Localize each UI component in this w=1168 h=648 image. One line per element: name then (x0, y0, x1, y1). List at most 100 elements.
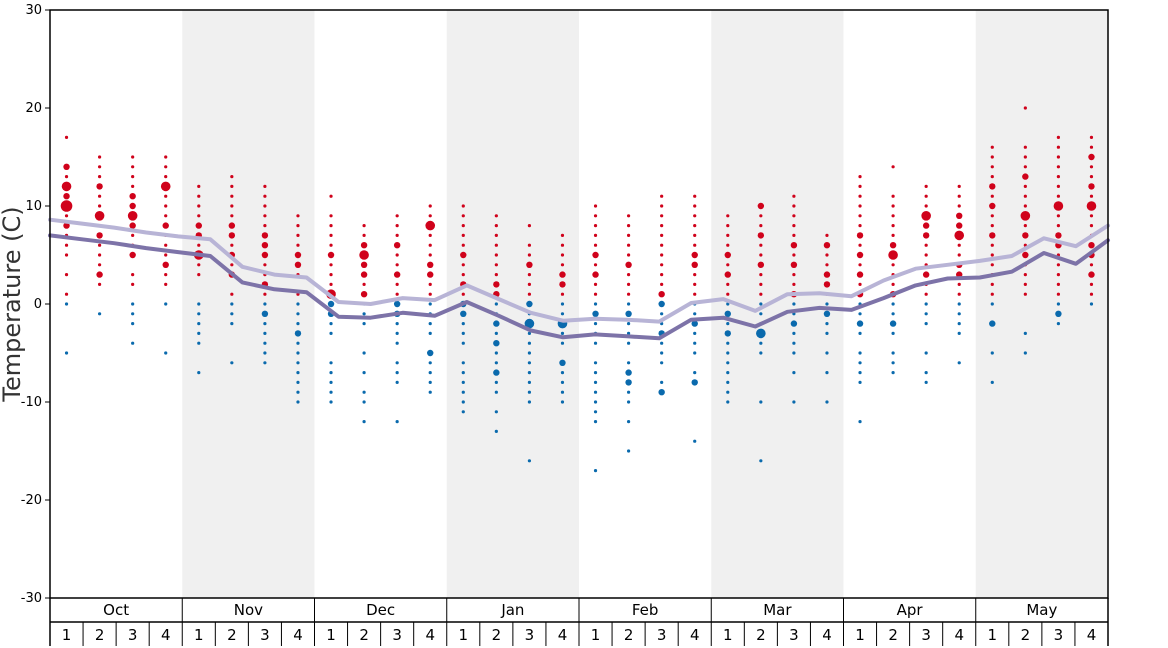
warm-dot-oct-w3-12 (131, 184, 135, 188)
cold-dot-jan-w4--3 (560, 331, 565, 335)
warm-dot-mar-w3-11 (792, 194, 796, 198)
y-tick-label-30: 30 (25, 3, 42, 18)
warm-dot-mar-w4-3 (823, 271, 831, 278)
warm-dot-mar-w4-7 (825, 233, 829, 237)
cold-dot-nov-w2-0 (230, 302, 234, 306)
warm-dot-oct-w1-11 (63, 193, 70, 200)
warm-dot-may-w1-8 (990, 224, 994, 228)
warm-dot-feb-w4-7 (693, 233, 697, 237)
x-axis: Oct 1 2 3 4 Nov 1 2 3 4 Dec 1 2 3 4 Jan 1 2 3 4 Feb 1 2 3 4 Mar 1 2… (49, 598, 1109, 646)
warm-dot-dec-w3-1 (395, 292, 399, 296)
warm-dot-feb-w1-1 (593, 292, 598, 296)
warm-dot-nov-w1-11 (197, 194, 201, 198)
cold-dot-mar-w1--4 (726, 341, 730, 345)
warm-dot-mar-w1-1 (726, 292, 730, 296)
warm-dot-may-w1-7 (989, 232, 996, 239)
warm-dot-mar-w2-5 (759, 253, 763, 257)
warm-dot-jan-w3-5 (527, 253, 532, 257)
warm-dot-mar-w2-2 (759, 282, 763, 286)
warm-dot-feb-w2-8 (626, 224, 631, 228)
warm-dot-may-w2-20 (1023, 106, 1027, 110)
warm-dot-may-w2-12 (1023, 184, 1027, 188)
cold-dot-feb-w2--1 (625, 310, 632, 317)
warm-dot-nov-w1-10 (197, 204, 201, 208)
cold-dot-apr-w2--5 (891, 351, 895, 355)
warm-dot-jan-w4-1 (560, 292, 565, 296)
warm-dot-feb-w1-4 (593, 263, 598, 267)
cold-dot-jan-w2--3 (494, 331, 498, 335)
cold-dot-mar-w1--7 (726, 371, 730, 375)
cold-dot-dec-w3--12 (395, 420, 399, 424)
trend-lines-layer (48, 217, 1110, 341)
cold-dot-feb-w2--2 (626, 322, 631, 326)
warm-dot-may-w3-11 (1056, 194, 1061, 198)
warm-dot-nov-w2-1 (230, 292, 234, 296)
y-axis-label: Temperature (C) (0, 206, 26, 402)
warm-dot-mar-w2-3 (759, 273, 763, 277)
warm-dot-jan-w1-3 (461, 273, 465, 277)
cold-dot-apr-w3--8 (924, 380, 928, 384)
cold-dot-may-w3--1 (1055, 310, 1062, 317)
cold-dot-feb-w2--15 (626, 449, 631, 453)
warm-dot-dec-w1-6 (329, 243, 333, 247)
warm-dot-apr-w2-5 (888, 250, 898, 260)
cold-dot-jan-w4--1 (560, 312, 565, 316)
cold-dot-jan-w1--4 (461, 341, 465, 345)
warm-dot-apr-w1-7 (856, 232, 864, 239)
warm-dot-dec-w1-11 (329, 194, 333, 198)
cold-dot-jan-w1--6 (461, 361, 465, 365)
warm-dot-oct-w4-14 (164, 165, 168, 169)
week-label-mar-4: 4 (822, 626, 832, 644)
warm-dot-nov-w2-12 (230, 184, 234, 188)
cold-dot-nov-w2--2 (230, 322, 234, 326)
cold-dot-feb-w1--8 (593, 380, 598, 384)
warm-dot-oct-w3-15 (131, 155, 135, 159)
warm-dot-may-w2-9 (1020, 211, 1031, 221)
warm-dot-mar-w3-4 (790, 261, 798, 268)
cold-dot-dec-w3--8 (395, 380, 399, 384)
week-label-nov-3: 3 (260, 626, 270, 644)
cold-dot-jan-w3-0 (526, 300, 533, 308)
warm-dot-may-w4-8 (1089, 224, 1094, 228)
warm-dot-nov-w4-4 (294, 261, 302, 268)
cold-dot-jan-w2--13 (494, 429, 498, 433)
cold-dot-feb-w2-0 (626, 302, 631, 306)
warm-dot-mar-w3-7 (792, 233, 796, 237)
cold-dot-apr-w1--2 (856, 320, 864, 327)
cold-dot-mar-w2--1 (759, 312, 763, 316)
warm-dot-may-w4-3 (1088, 271, 1095, 278)
cold-dot-may-w1--2 (989, 320, 996, 327)
warm-dot-may-w1-15 (990, 155, 994, 159)
warm-dot-apr-w3-11 (924, 194, 928, 198)
cold-dot-nov-w4--4 (296, 341, 300, 345)
warm-dot-oct-w1-13 (64, 175, 69, 179)
cold-dot-feb-w4--1 (693, 312, 697, 316)
warm-dot-jan-w1-6 (461, 243, 465, 247)
warm-dot-dec-w3-7 (395, 233, 399, 237)
cold-dot-dec-w4--9 (428, 390, 432, 394)
warm-dot-oct-w2-3 (96, 271, 103, 278)
warm-dot-apr-w3-8 (922, 222, 930, 229)
warm-dot-may-w3-10 (1053, 201, 1064, 211)
warm-dot-dec-w4-10 (428, 204, 432, 208)
warm-dot-nov-w3-4 (263, 263, 267, 267)
warm-dot-may-w2-10 (1023, 204, 1027, 208)
week-label-oct-4: 4 (161, 626, 171, 644)
cold-dot-nov-w3--3 (263, 331, 267, 335)
warm-dot-apr-w4-2 (957, 282, 961, 286)
warm-dot-oct-w3-9 (127, 211, 138, 221)
week-label-nov-4: 4 (293, 626, 303, 644)
y-axis: -30 -20 -10 0 10 20 30 (21, 3, 50, 606)
cold-dot-oct-w1--5 (64, 351, 69, 355)
warm-dot-may-w3-4 (1056, 263, 1061, 267)
warm-dot-may-w3-12 (1056, 184, 1061, 188)
week-label-oct-3: 3 (128, 626, 138, 644)
cold-dot-feb-w2--12 (626, 420, 631, 424)
week-label-nov-2: 2 (227, 626, 237, 644)
warm-dot-oct-w1-12 (61, 181, 72, 192)
warm-dot-apr-w2-11 (891, 194, 895, 198)
warm-dot-oct-w1-10 (60, 200, 73, 212)
warm-dot-nov-w2-11 (230, 194, 234, 198)
warm-dot-jan-w1-7 (461, 233, 465, 237)
